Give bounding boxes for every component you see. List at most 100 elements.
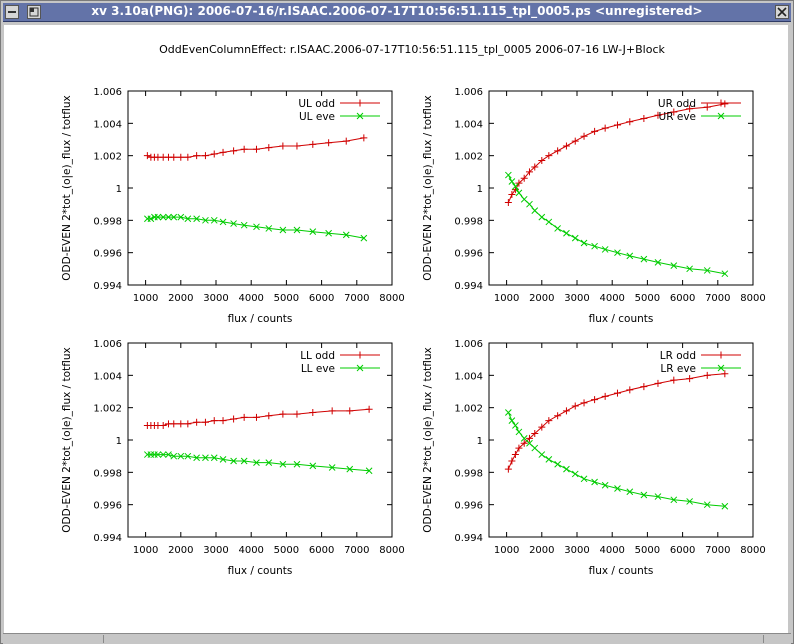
data-point-even (265, 459, 273, 466)
data-point-odd (184, 420, 192, 428)
image-canvas[interactable]: OddEvenColumnEffect: r.ISAAC.2006-07-17T… (4, 25, 788, 633)
data-point-odd (265, 412, 273, 420)
legend-label: UL eve (299, 111, 335, 123)
x-tick-label: 5000 (274, 293, 299, 304)
title-bar[interactable]: xv 3.10a(PNG): 2006-07-16/r.ISAAC.2006-0… (3, 3, 791, 22)
data-point-even (184, 215, 192, 223)
data-point-even (170, 213, 178, 221)
data-point-odd (531, 430, 539, 438)
data-point-odd (654, 379, 662, 387)
data-point-odd (515, 444, 523, 452)
data-point-odd (219, 417, 227, 425)
data-point-even (614, 485, 621, 492)
data-point-even (147, 215, 155, 223)
data-point-even (325, 229, 332, 237)
figure-title: OddEvenColumnEffect: r.ISAAC.2006-07-17T… (159, 43, 665, 56)
data-point-odd (252, 145, 260, 153)
y-tick-label: 1.004 (93, 371, 122, 382)
close-icon[interactable] (775, 5, 789, 19)
data-point-even (554, 225, 561, 232)
x-tick-label: 6000 (309, 293, 334, 304)
data-point-odd (365, 405, 373, 413)
data-point-odd (626, 386, 634, 394)
data-point-even (563, 229, 570, 237)
y-tick-label: 1.006 (93, 87, 122, 98)
data-point-odd (686, 375, 694, 383)
panel-lr: 1000 2000 3000 4000 5000 6000 7000 8000 0.994 0.9… (422, 339, 766, 577)
y-tick-label: 1.002 (454, 152, 483, 163)
data-point-even (545, 218, 553, 226)
data-point-even (342, 231, 350, 239)
data-point-odd (328, 407, 336, 415)
legend-marker (717, 351, 725, 359)
data-point-odd (170, 153, 178, 161)
plot-frame (127, 90, 393, 286)
data-point-odd (538, 423, 546, 431)
x-tick-label: 4000 (599, 545, 624, 556)
data-point-even (505, 171, 512, 179)
data-point-even (571, 470, 579, 478)
data-point-odd (613, 121, 621, 129)
data-point-odd (279, 142, 287, 150)
data-point-even (309, 228, 317, 236)
data-point-odd (240, 145, 248, 153)
data-point-even (538, 451, 546, 458)
data-point-odd (508, 457, 516, 465)
panel-ll: 1000 2000 3000 4000 5000 6000 7000 8000 0.994 0.9… (61, 339, 405, 577)
plot-frame (488, 90, 754, 286)
series-line-odd (147, 137, 364, 158)
x-tick-label: 8000 (379, 545, 404, 556)
legend-marker (717, 112, 725, 120)
data-point-even (526, 200, 533, 208)
data-point-odd (591, 396, 599, 404)
data-point-odd (640, 114, 648, 122)
data-point-even (508, 178, 516, 185)
data-point-even (531, 444, 539, 452)
data-point-odd (571, 137, 579, 145)
x-tick-label: 1000 (133, 545, 158, 556)
y-tick-label: 1 (477, 184, 483, 195)
minimize-icon[interactable] (27, 5, 41, 19)
data-point-odd (265, 144, 273, 152)
legend-label: UR eve (659, 111, 696, 123)
y-tick-label: 0.998 (93, 216, 122, 227)
y-tick-label: 1.006 (454, 339, 483, 350)
legend-marker (356, 112, 364, 120)
x-tick-label: 7000 (344, 293, 369, 304)
data-point-odd (201, 418, 209, 426)
data-point-odd (193, 152, 201, 160)
data-point-even (703, 501, 711, 509)
legend-label: LR odd (660, 350, 696, 362)
x-tick-label: 5000 (274, 545, 299, 556)
data-point-even (526, 439, 533, 447)
x-tick-label: 1000 (494, 293, 519, 304)
data-point-even (614, 249, 621, 257)
data-point-odd (184, 153, 192, 161)
window-menu-icon[interactable] (5, 5, 19, 19)
data-point-odd (279, 410, 287, 418)
x-tick-label: 3000 (203, 293, 228, 304)
x-tick-label: 4000 (238, 293, 263, 304)
data-point-even (508, 417, 516, 424)
data-point-even (512, 422, 519, 429)
x-tick-label: 1000 (494, 545, 519, 556)
panel-ul: 1000 2000 3000 4000 5000 6000 7000 8000 0.994 0.9… (61, 87, 405, 325)
data-point-even (193, 215, 200, 223)
data-point-even (253, 223, 260, 231)
data-point-even (159, 213, 167, 221)
data-point-odd (309, 140, 317, 148)
data-point-odd (626, 118, 634, 126)
data-point-even (265, 225, 273, 232)
data-point-even (554, 460, 561, 468)
data-point-odd (721, 370, 729, 378)
data-point-odd (342, 137, 350, 145)
y-tick-label: 1 (477, 436, 483, 447)
data-point-odd (143, 152, 151, 160)
x-tick-label: 3000 (564, 293, 589, 304)
data-point-odd (525, 434, 533, 442)
data-point-even (670, 262, 678, 269)
y-tick-label: 0.994 (93, 281, 122, 292)
data-point-even (686, 498, 693, 505)
data-point-even (654, 493, 662, 500)
